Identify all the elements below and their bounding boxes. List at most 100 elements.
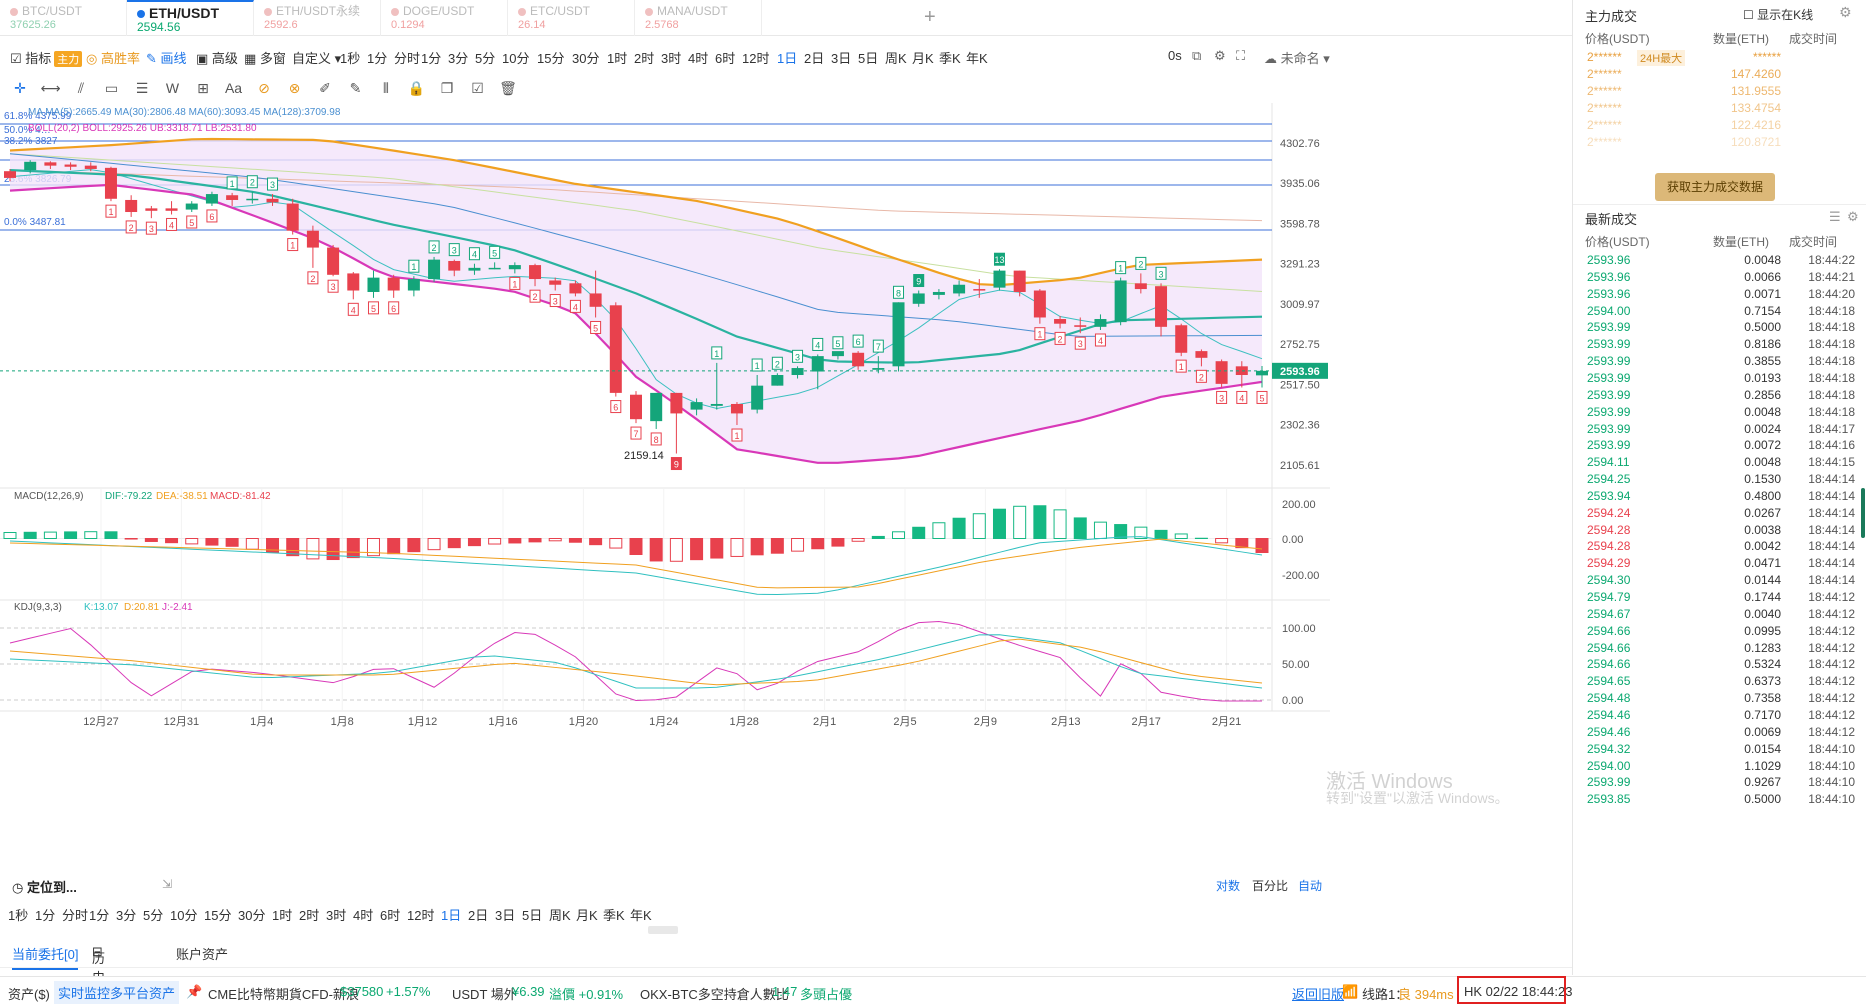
trades-scrollbar[interactable] xyxy=(1861,488,1865,538)
bottom-timeframe-8[interactable]: 30分 xyxy=(238,908,266,923)
settings-icon[interactable]: ⚙ xyxy=(1214,48,1226,63)
bottom-timeframe-15[interactable]: 1日 xyxy=(441,908,462,923)
indicator-button[interactable]: ☑ 指标 主力 xyxy=(10,48,83,67)
tab-account-assets[interactable]: 账户资产 xyxy=(176,947,229,962)
tab-etc-usdt[interactable]: ETC/USDT 26.14 xyxy=(508,0,635,36)
bottom-timeframe-19[interactable]: 周K xyxy=(549,908,571,923)
brush-icon[interactable]: ✎ xyxy=(349,80,362,96)
timeframe-22[interactable]: 年K xyxy=(966,51,988,66)
bottom-timeframe-20[interactable]: 月K xyxy=(576,908,598,923)
timeframe-4[interactable]: 3分 xyxy=(448,51,469,66)
monitor-assets-button[interactable]: 实时监控多平台资产 xyxy=(54,981,180,1004)
timeframe-7[interactable]: 15分 xyxy=(537,51,565,66)
bottom-timeframe-12[interactable]: 4时 xyxy=(353,908,374,923)
timeframe-9[interactable]: 1时 xyxy=(607,51,628,66)
expand-icon[interactable]: ⇲ xyxy=(162,877,173,891)
settings-icon[interactable]: ☑ xyxy=(471,80,484,96)
timeframe-19[interactable]: 周K xyxy=(885,51,907,66)
timeframe-8[interactable]: 30分 xyxy=(572,51,600,66)
bottom-timeframe-21[interactable]: 季K xyxy=(603,908,625,923)
percent-scale-toggle[interactable]: 百分比 xyxy=(1252,879,1289,893)
timeframe-5[interactable]: 5分 xyxy=(475,51,496,66)
screenshot-icon[interactable]: ⧉ xyxy=(1192,48,1202,63)
timeframe-1[interactable]: 1分 xyxy=(367,51,388,66)
add-tab-icon[interactable]: + xyxy=(924,6,936,28)
pin-icon[interactable]: 📌 xyxy=(186,984,203,999)
list-icon[interactable]: ☰ xyxy=(1829,209,1841,224)
layout-save-button[interactable]: ☁ 未命名 ▾ xyxy=(1264,51,1330,66)
bottom-timeframe-0[interactable]: 1秒 xyxy=(8,908,29,923)
log-scale-toggle[interactable]: 对数 xyxy=(1216,879,1241,893)
trendline-icon[interactable]: ⫽ xyxy=(77,80,85,96)
bottom-timeframe-3[interactable]: 1分 xyxy=(89,908,110,923)
fullscreen-icon[interactable]: ⛶ xyxy=(1236,48,1246,63)
bottom-timeframe-14[interactable]: 12时 xyxy=(407,908,435,923)
tab-mana-usdt[interactable]: MANA/USDT 2.5768 xyxy=(635,0,762,36)
auto-scale-toggle[interactable]: 自动 xyxy=(1298,879,1323,893)
fib2-icon[interactable]: ⊗ xyxy=(288,80,301,96)
timeframe-20[interactable]: 月K xyxy=(912,51,934,66)
text-icon[interactable]: Aa xyxy=(224,80,243,96)
tab-eth-usdt-[interactable]: ETH/USDT永续 2592.6 xyxy=(254,0,381,36)
bottom-timeframe-10[interactable]: 2时 xyxy=(299,908,320,923)
timeframe-15[interactable]: 1日 xyxy=(777,51,798,66)
timeframe-2[interactable]: 分时 xyxy=(394,51,421,66)
timeframe-11[interactable]: 3时 xyxy=(661,51,682,66)
timeframe-0[interactable]: 1秒 xyxy=(340,51,361,66)
fetch-main-trades-button[interactable]: 获取主力成交数据 xyxy=(1655,173,1775,201)
bottom-timeframe-7[interactable]: 15分 xyxy=(204,908,232,923)
timeframe-13[interactable]: 6时 xyxy=(715,51,736,66)
bottom-timeframe-11[interactable]: 3时 xyxy=(326,908,347,923)
lock-icon[interactable]: 🔒 xyxy=(407,80,426,96)
parallel-icon[interactable]: ☰ xyxy=(135,80,149,96)
collapse-handle[interactable] xyxy=(648,926,678,934)
timeframe-21[interactable]: 季K xyxy=(939,51,961,66)
rect-icon[interactable]: ▭ xyxy=(104,80,119,96)
locate-button[interactable]: ◷ 定位到... xyxy=(12,880,77,895)
latest-settings-icon[interactable]: ⚙ xyxy=(1847,209,1859,224)
timeframe-18[interactable]: 5日 xyxy=(858,51,879,66)
timeframe-3[interactable]: 1分 xyxy=(421,51,442,66)
fib-icon[interactable]: ⊘ xyxy=(258,80,270,96)
timeframe-6[interactable]: 10分 xyxy=(502,51,530,66)
show-on-kline-toggle[interactable]: ☐ 显示在K线 xyxy=(1743,8,1814,22)
timeframe-10[interactable]: 2时 xyxy=(634,51,655,66)
timeframe-16[interactable]: 2日 xyxy=(804,51,825,66)
bottom-timeframe-22[interactable]: 年K xyxy=(630,908,652,923)
old-version-link[interactable]: 返回旧版 xyxy=(1292,987,1345,1002)
draw-button[interactable]: ✎ 画线 xyxy=(146,51,187,66)
timeframe-17[interactable]: 3日 xyxy=(831,51,852,66)
bottom-timeframe-9[interactable]: 1时 xyxy=(272,908,293,923)
bottom-timeframe-1[interactable]: 1分 xyxy=(35,908,56,923)
timeframe-12[interactable]: 4时 xyxy=(688,51,709,66)
pattern-icon[interactable]: ⫴ xyxy=(383,80,389,96)
bottom-timeframe-6[interactable]: 10分 xyxy=(170,908,198,923)
multi-window-button[interactable]: ▦ 多窗 xyxy=(244,51,286,66)
crosshair-icon[interactable]: ✛ xyxy=(14,80,26,96)
tab-doge-usdt[interactable]: DOGE/USDT 0.1294 xyxy=(381,0,508,36)
line-label[interactable]: 线路1： xyxy=(1362,987,1409,1002)
tab-eth-usdt[interactable]: ETH/USDT 2594.56 xyxy=(127,0,254,36)
tab-current-orders[interactable]: 当前委托[0] xyxy=(12,944,79,970)
bottom-timeframe-5[interactable]: 5分 xyxy=(143,908,164,923)
bottom-timeframe-4[interactable]: 3分 xyxy=(116,908,137,923)
bottom-timeframe-13[interactable]: 6时 xyxy=(380,908,401,923)
bottom-timeframe-17[interactable]: 3日 xyxy=(495,908,516,923)
copy-icon[interactable]: ❐ xyxy=(440,80,454,96)
advanced-button[interactable]: ▣ 高级 xyxy=(196,51,238,66)
bottom-timeframe-18[interactable]: 5日 xyxy=(522,908,543,923)
main-trades-settings-icon[interactable]: ⚙ xyxy=(1839,4,1852,20)
bottom-timeframe-16[interactable]: 2日 xyxy=(468,908,489,923)
measure-icon[interactable]: ⊞ xyxy=(197,80,209,96)
tab-history-orders[interactable]: 历史委托 ⊟ xyxy=(92,944,105,1004)
hline-icon[interactable]: ⟷ xyxy=(40,80,61,96)
custom-button[interactable]: 自定义 ▾ xyxy=(292,51,342,66)
wave-icon[interactable]: W xyxy=(165,80,180,96)
bottom-timeframe-2[interactable]: 分时 xyxy=(62,908,89,923)
winrate-button[interactable]: ◎ 高胜率 xyxy=(86,51,140,66)
ruler-icon[interactable]: ✐ xyxy=(319,80,331,96)
timeframe-14[interactable]: 12时 xyxy=(742,51,770,66)
tab-btc-usdt[interactable]: BTC/USDT 37625.26 xyxy=(0,0,127,36)
